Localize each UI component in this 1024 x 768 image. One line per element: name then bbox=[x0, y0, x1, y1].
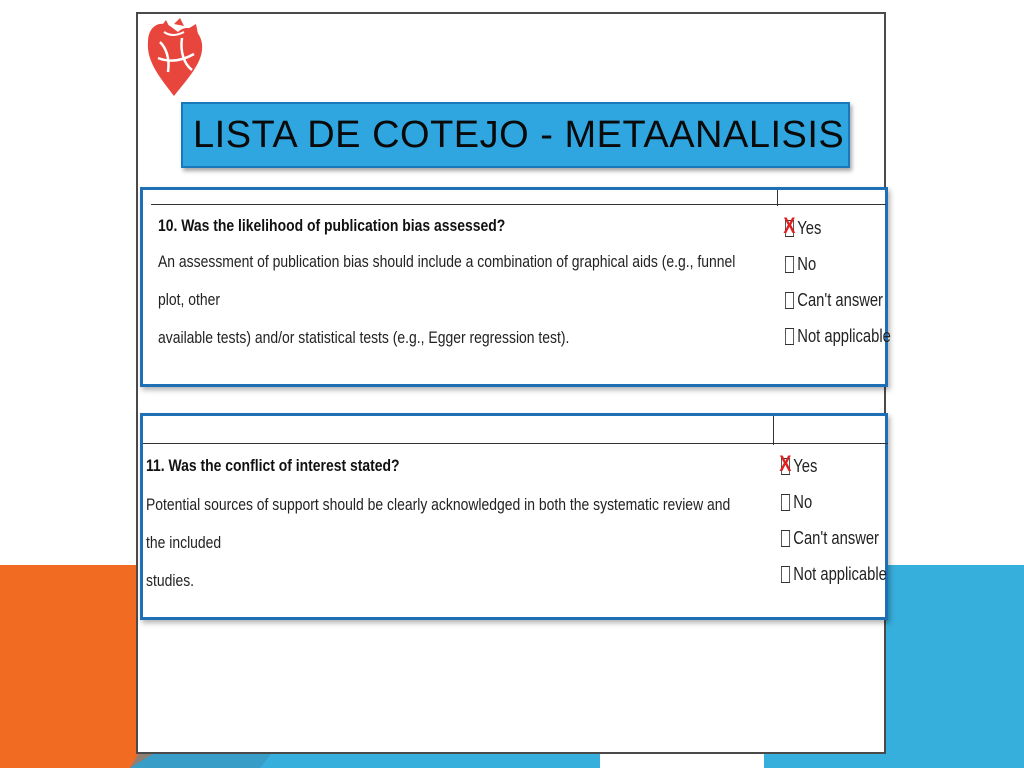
question-description: An assessment of publication bias should… bbox=[158, 243, 748, 357]
question-title: 10. Was the likelihood of publication bi… bbox=[158, 216, 506, 235]
description-line: available tests) and/or statistical test… bbox=[158, 328, 570, 347]
option-label: Not applicable bbox=[793, 563, 887, 584]
checkbox[interactable] bbox=[785, 327, 795, 345]
checkbox[interactable] bbox=[785, 291, 795, 309]
option-label: Yes bbox=[797, 217, 822, 238]
divider bbox=[143, 443, 888, 444]
option-label: Not applicable bbox=[797, 325, 891, 346]
option-no[interactable]: No bbox=[781, 484, 887, 520]
question-card-11: 11. Was the conflict of interest stated?… bbox=[140, 413, 888, 620]
option-no[interactable]: No bbox=[785, 246, 891, 282]
option-label: No bbox=[797, 253, 817, 274]
option-cant-answer[interactable]: Can't answer bbox=[785, 282, 891, 318]
checkbox[interactable] bbox=[781, 529, 791, 547]
checkbox[interactable] bbox=[781, 565, 791, 583]
description-line: An assessment of publication bias should… bbox=[158, 252, 736, 309]
title-bar: LISTA DE COTEJO - METAANALISIS bbox=[181, 102, 850, 168]
checkbox[interactable]: X bbox=[779, 452, 791, 475]
answer-options: X Yes No Can't answer Not applicable bbox=[783, 210, 914, 354]
question-card-10: 10. Was the likelihood of publication bi… bbox=[140, 187, 891, 387]
option-label: Can't answer bbox=[797, 289, 883, 310]
heart-icon bbox=[147, 18, 203, 97]
checkbox[interactable]: X bbox=[783, 214, 795, 237]
check-mark: X bbox=[783, 212, 796, 238]
option-label: Yes bbox=[793, 455, 818, 476]
check-mark: X bbox=[779, 450, 792, 476]
question-title: 11. Was the conflict of interest stated? bbox=[146, 456, 400, 475]
answer-options: X Yes No Can't answer Not applicable bbox=[779, 448, 910, 592]
checkbox[interactable] bbox=[781, 493, 791, 511]
option-not-applicable[interactable]: Not applicable bbox=[785, 318, 891, 354]
option-yes[interactable]: X Yes bbox=[779, 448, 887, 484]
option-label: Can't answer bbox=[793, 527, 879, 548]
description-line: Potential sources of support should be c… bbox=[146, 495, 731, 552]
divider bbox=[151, 204, 886, 205]
option-label: No bbox=[793, 491, 813, 512]
question-description: Potential sources of support should be c… bbox=[146, 486, 753, 600]
option-yes[interactable]: X Yes bbox=[783, 210, 891, 246]
option-cant-answer[interactable]: Can't answer bbox=[781, 520, 887, 556]
description-line: studies. bbox=[146, 571, 195, 590]
checkbox[interactable] bbox=[785, 255, 795, 273]
page-title: LISTA DE COTEJO - METAANALISIS bbox=[193, 113, 845, 156]
divider bbox=[777, 190, 778, 206]
option-not-applicable[interactable]: Not applicable bbox=[781, 556, 887, 592]
divider bbox=[773, 416, 774, 445]
